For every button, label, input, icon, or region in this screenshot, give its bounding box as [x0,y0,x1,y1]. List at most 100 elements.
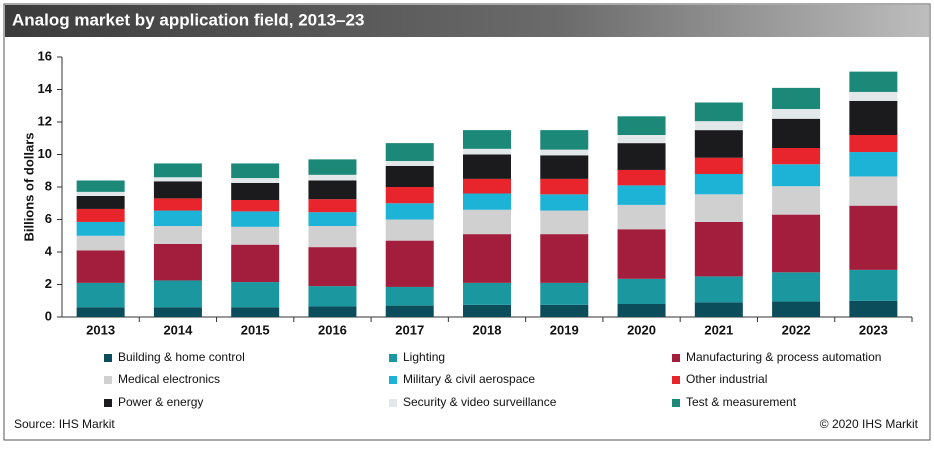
bar-segment [153,307,202,317]
source: Source: IHS Markit [14,417,115,431]
legend-label: Test & measurement [686,395,797,409]
y-tick-label: 14 [38,81,53,96]
bar-segment [540,282,589,305]
bar-segment [231,163,280,179]
legend-label: Military & civil aerospace [403,372,535,386]
bar-segment [772,148,821,165]
bar-segment [385,219,434,241]
bar-segment [308,226,357,248]
title-bar [5,5,929,37]
x-tick-label: 2013 [86,322,115,337]
y-tick-label: 2 [45,276,52,291]
legend-swatch [672,399,680,407]
bar-segment [76,221,125,236]
bar-segment [540,210,589,235]
bar-segment [153,163,202,178]
bar-segment [849,269,898,301]
bar-segment [231,182,280,200]
bar-segment [153,226,202,244]
bar-segment [694,276,743,303]
bar-segment [308,247,357,287]
bar-segment [540,234,589,283]
legend-label: Security & video surveillance [403,395,557,409]
bar-segment [849,100,898,135]
bar-segment [308,212,357,226]
legend-swatch [104,376,112,384]
bar-segment [540,130,589,150]
legend-swatch [104,354,112,362]
bar-segment [76,282,125,308]
bar-segment [308,306,357,317]
bar-segment [772,272,821,302]
legend-label: Medical electronics [118,372,220,386]
y-tick-label: 0 [45,308,52,323]
y-tick-label: 8 [45,178,52,193]
bar-segment [463,209,511,235]
bar-segment [540,304,589,317]
bar-segment [617,204,666,230]
bar-segment [76,208,125,222]
bar-segment [308,286,357,307]
legend-label: Power & energy [118,395,203,409]
bar-segment [617,304,666,317]
x-tick-label: 2020 [627,322,656,337]
y-tick-label: 12 [38,113,52,128]
legend-label: Building & home control [118,350,245,364]
bar-segment [772,301,821,317]
bar-segment [308,174,357,181]
bar-segment [231,178,280,183]
bar-segment [849,176,898,206]
x-tick-label: 2017 [395,322,424,337]
bar-segment [463,282,511,305]
y-tick-label: 16 [38,48,52,63]
bar-segment [617,135,666,144]
bar-segment [76,235,125,251]
bar-segment [153,210,202,226]
y-tick-label: 6 [45,211,52,226]
bar-segment [308,199,357,213]
bar-segment [849,205,898,270]
bar-segment [231,282,280,308]
legend-label: Manufacturing & process automation [686,350,881,364]
bar-segment [772,214,821,273]
bar-segment [231,307,280,317]
bar-segment [540,194,589,211]
y-tick-label: 10 [38,146,52,161]
frame [3,3,931,441]
bar-segment [540,155,589,179]
bar-segment [849,71,898,92]
bar-segment [617,143,666,170]
bar-segment [463,178,511,194]
x-tick-label: 2022 [782,322,811,337]
legend-swatch [389,399,397,407]
bar-segment [617,169,666,186]
bar-segment [76,191,125,196]
bar-segment [153,198,202,211]
bar-segment [617,185,666,205]
bar-segment [308,180,357,200]
bar-segment [153,181,202,199]
bar-segment [772,164,821,187]
bar-segment [76,307,125,317]
bar-segment [540,149,589,156]
bar-segment [231,211,280,227]
bar-segment [385,187,434,204]
bar-segment [385,240,434,287]
credit: © 2020 IHS Markit [820,417,919,431]
legend-label: Lighting [403,350,445,364]
bar-segment [617,229,666,279]
bar-segment [463,304,511,317]
legend-swatch [672,354,680,362]
x-tick-label: 2023 [859,322,888,337]
bar-segment [772,186,821,215]
bar-segment [463,148,511,155]
bar-segment [76,250,125,283]
bar-segment [76,180,125,192]
bar-segment [694,102,743,122]
bar-segment [153,177,202,182]
bar-segment [385,161,434,166]
y-axis-label: Billions of dollars [21,132,36,241]
bar-segment [231,200,280,212]
bar-segment [617,116,666,135]
bar-segment [463,130,511,149]
